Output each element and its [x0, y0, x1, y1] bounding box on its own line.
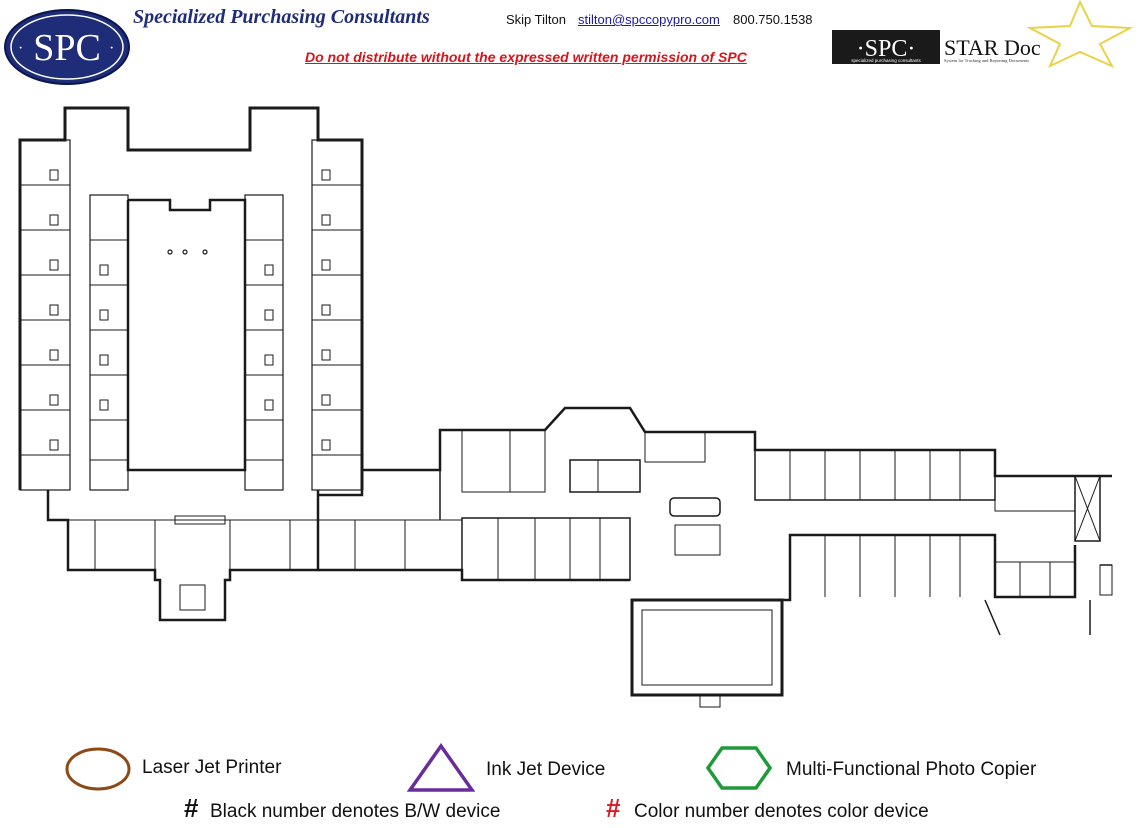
lower-left-block [46, 490, 320, 622]
stardoc-spc-text: ·SPC· [857, 36, 916, 62]
contact-phone: 800.750.1538 [733, 12, 813, 27]
contact-email-link[interactable]: stilton@spccopypro.com [578, 12, 720, 27]
spc-logo-text: SPC [33, 27, 101, 69]
bw-device-note: Black number denotes B/W device [210, 801, 501, 822]
ink-jet-icon [407, 743, 475, 792]
distribution-warning: Do not distribute without the expressed … [305, 49, 747, 65]
star-icon [1026, 0, 1134, 69]
laser-printer-label: Laser Jet Printer [142, 757, 282, 778]
ink-jet-label: Ink Jet Device [486, 759, 606, 780]
bw-hash-symbol: # [184, 793, 199, 823]
multi-function-copier-icon [706, 746, 772, 790]
header: SPC · · Specialized Purchasing Consultan… [0, 0, 1140, 95]
stardoc-product-name: STAR Doc [944, 35, 1041, 60]
svg-text:·: · [109, 40, 114, 57]
laser-printer-icon [65, 747, 131, 791]
floor-plan [0, 95, 1140, 720]
lower-center-block [630, 598, 784, 708]
right-wing [720, 449, 1113, 636]
spc-logo: SPC · · [2, 8, 132, 86]
color-device-note: Color number denotes color device [634, 801, 929, 822]
stardoc-spc-subtext: specialized purchasing consultants [851, 58, 921, 63]
left-wing [18, 106, 364, 491]
company-name: Specialized Purchasing Consultants [133, 6, 430, 28]
multi-function-copier-label: Multi-Functional Photo Copier [786, 759, 1037, 780]
contact-name: Skip Tilton [506, 12, 566, 27]
stardoc-logo: ·SPC· specialized purchasing consultants… [830, 0, 1135, 70]
color-hash-symbol: # [606, 793, 621, 823]
stardoc-tagline: System for Tracking and Reporting Docume… [944, 58, 1029, 63]
legend: Laser Jet Printer Ink Jet Device Multi-F… [0, 735, 1140, 828]
svg-text:·: · [18, 40, 23, 57]
middle-section [318, 406, 1112, 582]
